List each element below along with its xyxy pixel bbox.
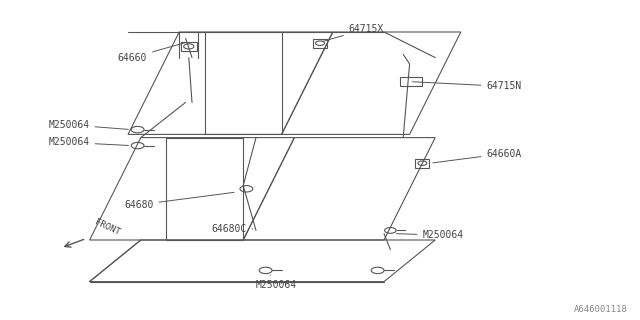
Text: A646001118: A646001118 (573, 305, 627, 314)
Text: 64715X: 64715X (323, 24, 384, 42)
Text: M250064: M250064 (396, 230, 463, 240)
Text: 64660: 64660 (118, 42, 186, 63)
Text: M250064: M250064 (256, 275, 297, 291)
Text: M250064: M250064 (49, 120, 129, 130)
Text: M250064: M250064 (49, 137, 129, 148)
Text: FRONT: FRONT (93, 217, 121, 237)
Text: 64660A: 64660A (433, 148, 522, 163)
Text: 64715N: 64715N (412, 81, 522, 92)
Text: 64680: 64680 (124, 192, 234, 210)
Text: 64680C: 64680C (211, 224, 253, 234)
